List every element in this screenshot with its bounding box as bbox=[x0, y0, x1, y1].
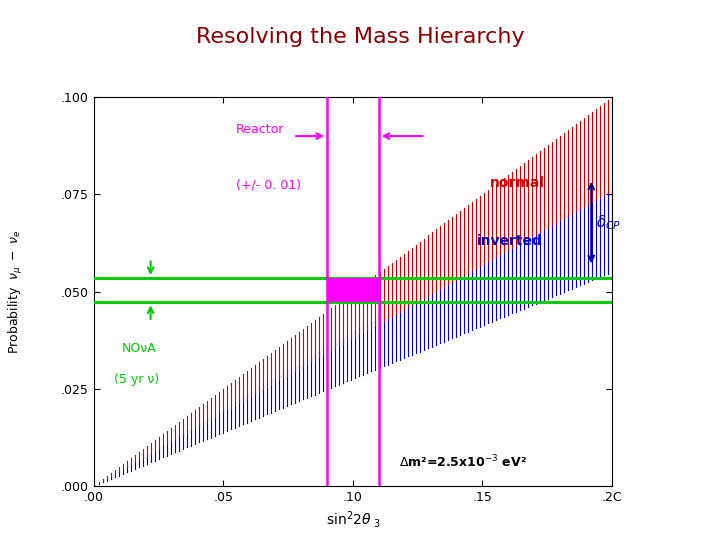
Text: (5 yr ν): (5 yr ν) bbox=[114, 373, 160, 386]
Text: Resolving the Mass Hierarchy: Resolving the Mass Hierarchy bbox=[196, 27, 524, 47]
Text: Probability  $\nu_\mu\ -\ \nu_e$: Probability $\nu_\mu\ -\ \nu_e$ bbox=[6, 229, 24, 354]
Bar bbox=[327, 278, 379, 302]
Text: (+/- 0. 01): (+/- 0. 01) bbox=[236, 179, 301, 192]
Text: normal: normal bbox=[490, 176, 545, 190]
Text: $\delta_{CP}$: $\delta_{CP}$ bbox=[596, 213, 621, 232]
Text: inverted: inverted bbox=[477, 234, 543, 248]
Text: $\Delta$m²=2.5x10$^{-3}$ eV²: $\Delta$m²=2.5x10$^{-3}$ eV² bbox=[400, 454, 527, 470]
Text: NOνA: NOνA bbox=[122, 342, 157, 355]
Text: Reactor: Reactor bbox=[236, 123, 284, 136]
X-axis label: sin$^2$2$\theta_{\ 3}$: sin$^2$2$\theta_{\ 3}$ bbox=[325, 509, 380, 530]
